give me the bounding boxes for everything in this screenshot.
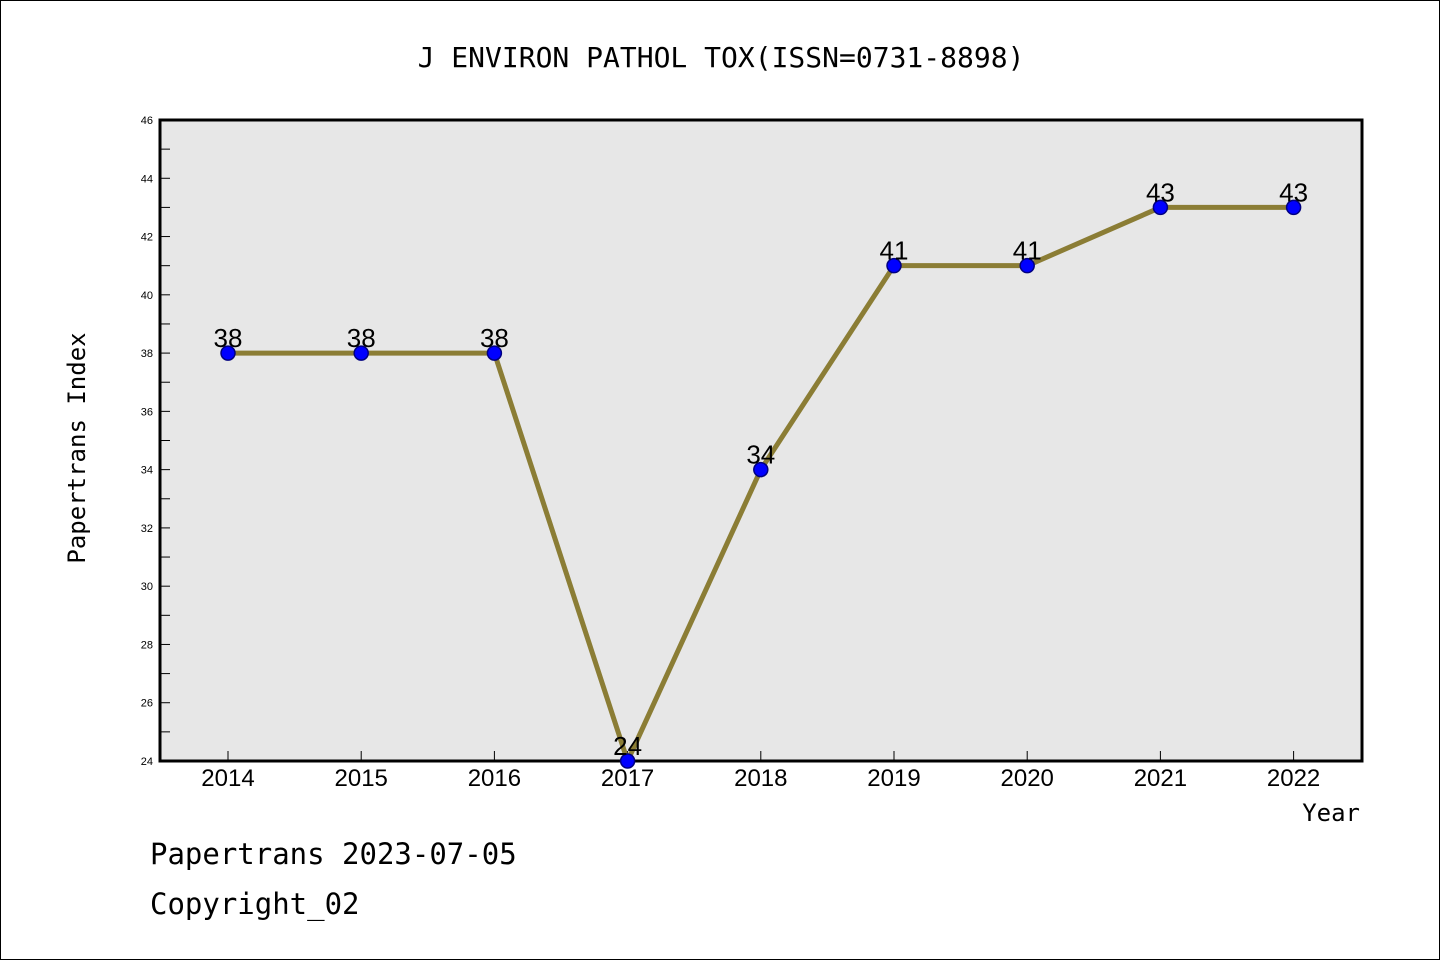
footer-source-date: Papertrans 2023-07-05 [150, 837, 517, 871]
data-point-marker [353, 345, 369, 361]
y-tick-label: 32 [141, 523, 153, 535]
data-label: 41 [1013, 236, 1042, 266]
x-tick-label: 2016 [468, 765, 521, 792]
data-label: 38 [214, 323, 243, 353]
plot-area [158, 118, 1364, 763]
x-tick-label: 2021 [1134, 765, 1187, 792]
x-tick-label: 2018 [734, 765, 787, 792]
y-tick-label: 34 [141, 465, 153, 477]
data-label: 38 [480, 323, 509, 353]
y-tick-label: 38 [141, 348, 153, 360]
y-tick-label: 26 [141, 698, 153, 710]
data-point-marker [1285, 199, 1302, 216]
y-tick-label: 40 [141, 290, 153, 302]
y-tick-label: 24 [141, 756, 153, 768]
data-label: 43 [1146, 177, 1175, 207]
data-label: 24 [613, 731, 642, 761]
x-tick-label: 2022 [1267, 765, 1320, 792]
data-point-marker [1019, 257, 1035, 274]
y-axis-label: Papertrans Index [63, 332, 91, 563]
x-tick-label: 2019 [867, 765, 920, 792]
y-tick-label: 30 [141, 581, 153, 593]
data-point-marker [619, 753, 636, 769]
y-axis: 24 26 28 30 32 34 36 38 40 42 44 46 [141, 115, 170, 768]
data-label: 34 [746, 440, 775, 470]
data-label: 38 [347, 323, 376, 353]
y-tick-label: 46 [141, 115, 153, 127]
x-tick-label: 2015 [335, 765, 388, 792]
data-label: 41 [880, 236, 909, 266]
x-axis-label: Year [1302, 799, 1360, 827]
y-tick-label: 36 [141, 406, 153, 418]
data-label-layer: 38 38 38 24 34 41 41 43 43 [214, 177, 1309, 761]
data-point-marker [753, 461, 769, 478]
data-label: 43 [1279, 177, 1308, 207]
data-point-marker [886, 257, 902, 274]
x-tick-label: 2017 [601, 765, 654, 792]
y-tick-label: 44 [141, 173, 153, 185]
footer-copyright: Copyright_02 [150, 887, 360, 922]
data-point-marker [1152, 199, 1169, 216]
x-axis: 2014 2015 2016 2017 2018 2019 2020 2021 2022 [201, 751, 1320, 792]
data-point-marker [486, 345, 503, 361]
chart-title: J ENVIRON PATHOL TOX(ISSN=0731-8898) [418, 41, 1025, 74]
data-point-marker [220, 345, 236, 361]
y-tick-label: 42 [141, 232, 153, 244]
series-layer [220, 199, 1302, 769]
x-tick-label: 2020 [1001, 765, 1054, 792]
y-tick-label: 28 [141, 639, 153, 651]
x-tick-label: 2014 [201, 765, 254, 792]
